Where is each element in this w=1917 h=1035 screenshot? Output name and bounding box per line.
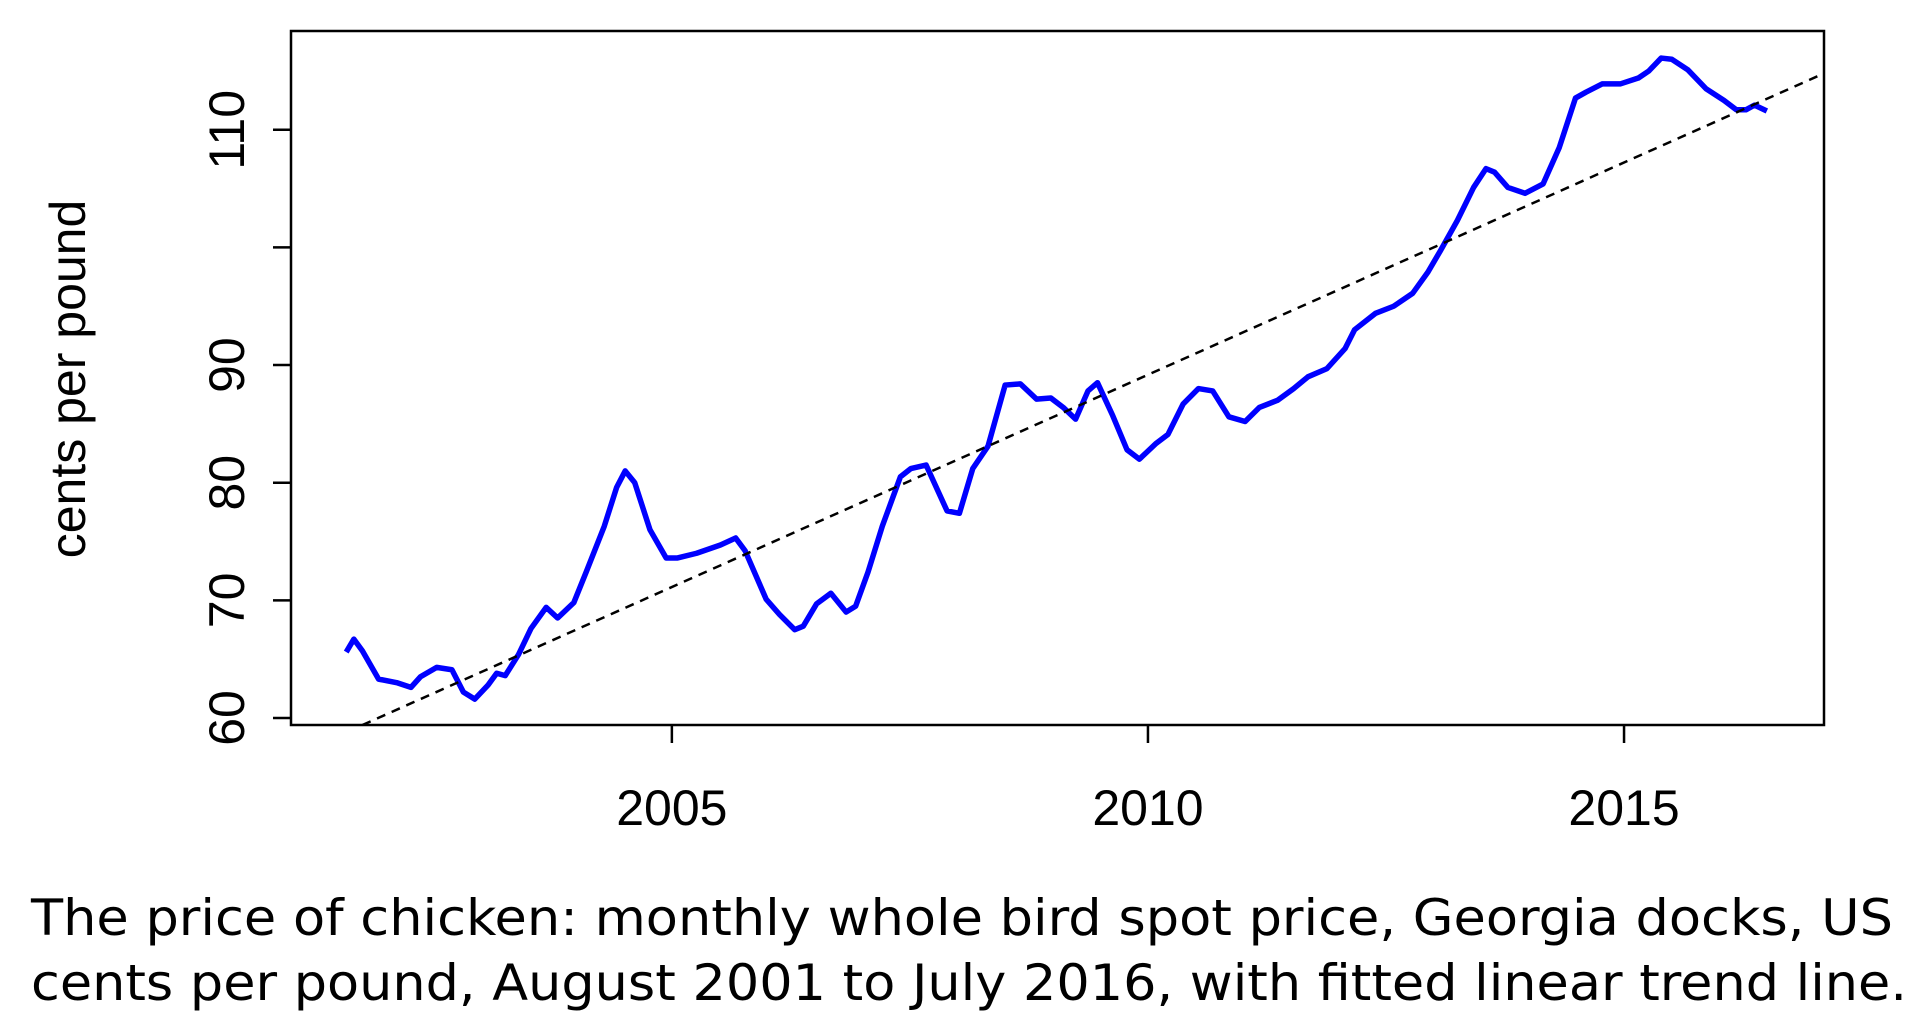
caption-line: cents per pound, August 2001 to July 201…	[31, 954, 1907, 1012]
trend-line	[361, 72, 1825, 727]
y-tick-label: 80	[199, 455, 255, 511]
caption-line: The price of chicken: monthly whole bird…	[30, 889, 1893, 947]
y-tick-label: 90	[199, 337, 255, 393]
price-line	[343, 55, 1769, 702]
x-tick-label: 2010	[1092, 780, 1203, 836]
y-tick-label: 110	[199, 90, 255, 170]
y-tick-label: 60	[199, 690, 255, 746]
y-tick-label: 70	[199, 573, 255, 629]
y-axis-label: cents per pound	[40, 200, 96, 559]
x-tick-label: 2015	[1568, 780, 1679, 836]
x-tick-label: 2005	[616, 780, 727, 836]
plot-frame	[289, 29, 1826, 727]
